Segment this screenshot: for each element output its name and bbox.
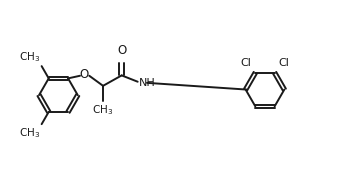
Text: O: O <box>80 68 89 81</box>
Text: CH$_3$: CH$_3$ <box>18 126 40 140</box>
Text: Cl: Cl <box>278 58 289 68</box>
Text: NH: NH <box>139 78 156 88</box>
Text: CH$_3$: CH$_3$ <box>18 50 40 64</box>
Text: O: O <box>117 44 126 57</box>
Text: Cl: Cl <box>240 58 251 68</box>
Text: CH$_3$: CH$_3$ <box>92 103 114 117</box>
